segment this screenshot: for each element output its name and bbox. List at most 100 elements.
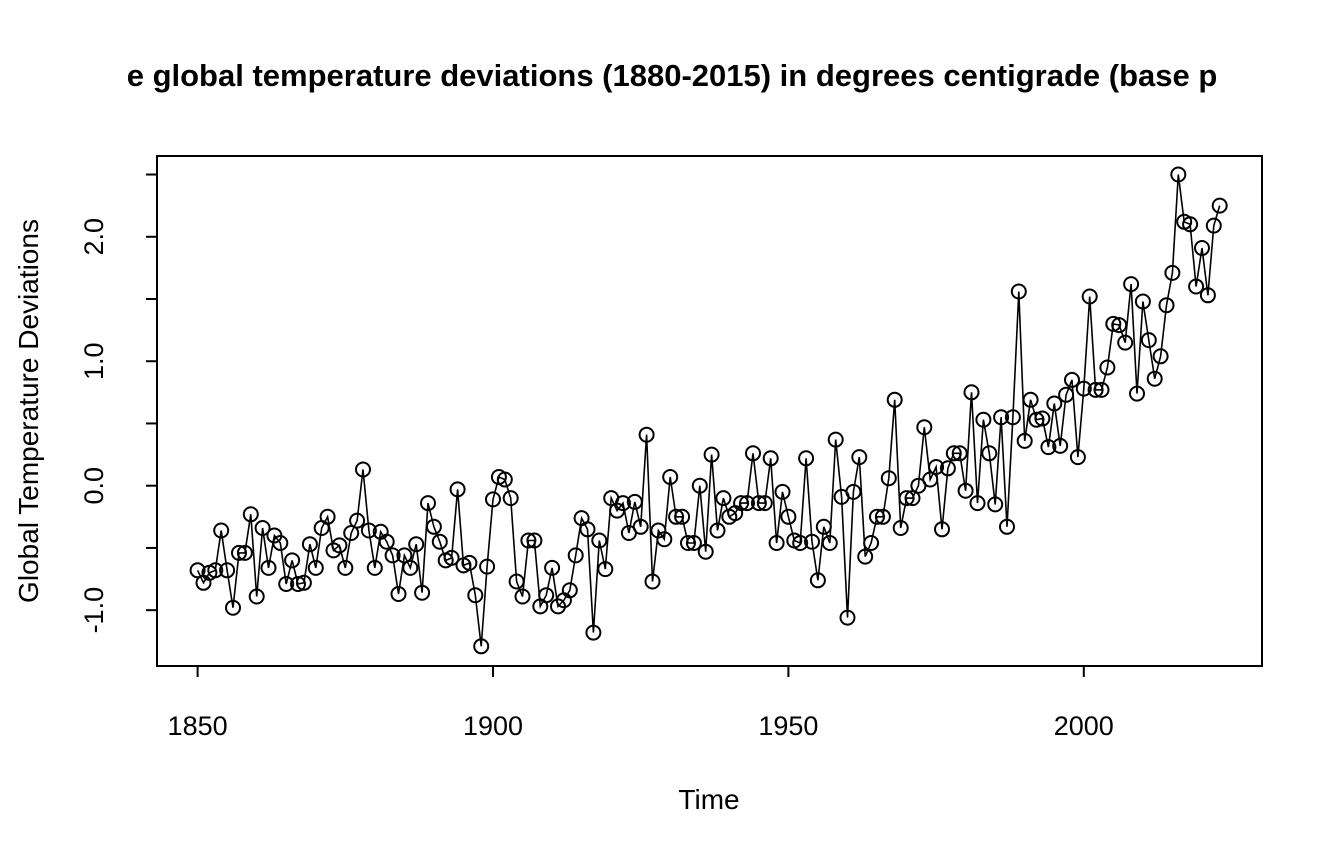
data-point-marker [626, 493, 643, 510]
data-point-marker [1028, 411, 1045, 428]
data-point-marker [402, 559, 419, 576]
y-tick-label: 2.0 [79, 218, 109, 256]
data-point-marker [1064, 371, 1080, 388]
data-point-marker [916, 419, 933, 436]
data-point-marker [544, 559, 561, 576]
data-point-marker [827, 431, 844, 448]
y-axis-title: Global Temperature Deviations [13, 219, 44, 603]
data-point-marker [449, 481, 466, 498]
data-point-marker [1164, 264, 1181, 281]
data-point-marker [496, 471, 513, 488]
data-point-marker [963, 384, 980, 401]
data-point-marker [874, 508, 891, 525]
data-point-marker [514, 588, 531, 605]
data-point-marker [1105, 315, 1122, 332]
data-point-marker [715, 490, 732, 507]
data-point-marker [739, 495, 755, 512]
data-point-marker [1022, 391, 1039, 408]
data-point-marker [939, 460, 956, 477]
data-point-marker [745, 445, 761, 462]
data-series [189, 166, 1228, 655]
data-point-marker [999, 518, 1015, 535]
data-point-marker [815, 518, 832, 535]
data-point-marker [231, 544, 247, 561]
data-point-marker [709, 522, 726, 539]
data-point-marker [685, 535, 702, 551]
data-point-marker [886, 391, 903, 408]
data-point-marker [1016, 432, 1033, 449]
data-point-marker [1205, 217, 1222, 234]
data-point-marker [1182, 216, 1199, 233]
data-point-marker [1075, 380, 1092, 397]
data-point-marker [987, 496, 1004, 513]
y-tick-label: -1.0 [79, 587, 109, 634]
data-point-marker [880, 470, 897, 487]
data-point-marker [585, 624, 602, 641]
data-point-marker [1129, 385, 1145, 402]
data-point-marker [869, 508, 885, 525]
data-point-marker [691, 477, 708, 494]
y-axis-tick-labels: -1.0 0.0 1.0 2.0 [79, 218, 109, 633]
data-point-marker [703, 446, 720, 463]
data-point-marker [981, 445, 998, 462]
data-point-marker [839, 609, 856, 626]
data-point-marker [219, 562, 236, 579]
data-point-marker [366, 559, 383, 576]
data-point-marker [207, 562, 224, 579]
data-point-marker [1123, 276, 1140, 293]
data-point-marker [225, 599, 241, 616]
data-point-marker [780, 508, 797, 525]
y-tick-label: 0.0 [79, 467, 109, 505]
data-point-marker [1152, 348, 1169, 365]
data-point-marker [301, 536, 318, 553]
data-point-marker [360, 522, 377, 539]
x-tick-label: 1850 [168, 711, 228, 741]
data-point-marker [431, 533, 448, 550]
data-point-marker [331, 537, 348, 554]
data-point-marker [1034, 410, 1051, 427]
data-point-marker [1211, 197, 1228, 214]
data-point-marker [934, 521, 950, 538]
data-point-marker [337, 559, 354, 576]
data-point-marker [526, 532, 543, 549]
data-point-marker [502, 490, 519, 507]
data-point-marker [272, 535, 289, 551]
data-point-marker [892, 520, 909, 536]
data-point-marker [414, 584, 431, 601]
data-point-marker [278, 576, 295, 592]
data-point-marker [863, 535, 880, 551]
data-point-marker [762, 450, 779, 467]
data-point-marker [349, 512, 366, 529]
data-point-marker [396, 547, 413, 564]
data-point-marker [774, 483, 791, 500]
data-point-marker [697, 543, 714, 560]
data-point-marker [1170, 166, 1187, 183]
x-tick-label: 1900 [463, 711, 523, 741]
data-point-marker [1046, 395, 1063, 412]
data-point-marker [733, 495, 750, 512]
data-point-marker [945, 445, 962, 462]
data-point-marker [260, 559, 277, 576]
data-point-marker [1146, 370, 1163, 387]
chart-title: e global temperature deviations (1880-20… [126, 58, 1218, 93]
data-point-marker [674, 508, 691, 525]
data-point-marker [845, 483, 862, 500]
data-point-marker [632, 518, 649, 535]
x-axis-title: Time [678, 784, 739, 815]
data-point-marker [1140, 332, 1157, 349]
data-point-marker [1111, 317, 1128, 334]
data-point-marker [680, 535, 696, 551]
data-point-marker [290, 576, 306, 592]
data-point-marker [1099, 359, 1116, 376]
data-point-marker [821, 535, 838, 551]
data-point-marker [993, 409, 1010, 426]
data-point-marker [857, 548, 874, 565]
data-point-marker [1194, 240, 1210, 256]
data-point-marker [957, 482, 974, 499]
data-point-marker [355, 461, 371, 478]
data-point-marker [284, 552, 301, 569]
data-point-marker [1040, 439, 1057, 456]
data-point-marker [242, 506, 259, 523]
data-point-marker [804, 533, 820, 550]
